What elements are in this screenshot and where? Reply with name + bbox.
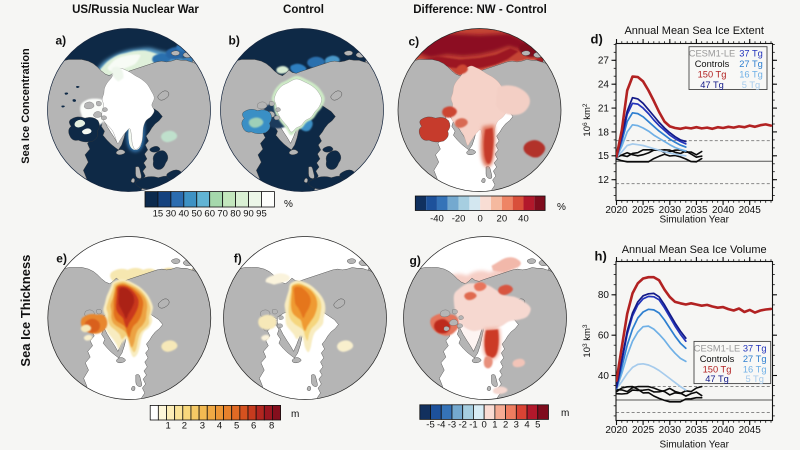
svg-text:47 Tg: 47 Tg <box>700 80 724 90</box>
svg-text:90: 90 <box>243 209 254 220</box>
svg-text:Annual Mean Sea Ice Volume: Annual Mean Sea Ice Volume <box>622 244 767 256</box>
svg-text:2: 2 <box>503 420 508 431</box>
svg-text:e): e) <box>56 252 67 266</box>
svg-text:37 Tg: 37 Tg <box>743 343 767 353</box>
svg-text:b): b) <box>229 34 240 48</box>
svg-text:2035: 2035 <box>685 205 708 216</box>
svg-text:-5: -5 <box>426 420 434 431</box>
svg-text:5: 5 <box>234 421 239 432</box>
svg-text:15: 15 <box>153 209 164 220</box>
svg-text:5: 5 <box>535 420 540 431</box>
svg-text:47 Tg: 47 Tg <box>705 374 729 384</box>
svg-text:40: 40 <box>598 371 610 382</box>
svg-text:Sea Ice Thickness: Sea Ice Thickness <box>18 255 33 367</box>
svg-text:2030: 2030 <box>659 205 682 216</box>
svg-text:40: 40 <box>179 209 190 220</box>
svg-text:3: 3 <box>200 421 205 432</box>
svg-text:4: 4 <box>217 421 222 432</box>
svg-text:CESM1-LE: CESM1-LE <box>694 343 741 353</box>
svg-text:60: 60 <box>204 209 215 220</box>
svg-text:16 Tg: 16 Tg <box>739 70 763 80</box>
svg-text:2045: 2045 <box>739 425 762 436</box>
svg-text:2020: 2020 <box>605 425 628 436</box>
svg-text:2040: 2040 <box>712 205 735 216</box>
svg-text:c): c) <box>409 35 420 49</box>
svg-text:-1: -1 <box>469 420 477 431</box>
svg-text:-2: -2 <box>458 420 466 431</box>
svg-text:0: 0 <box>482 420 487 431</box>
svg-text:2020: 2020 <box>605 205 628 216</box>
svg-text:12: 12 <box>598 175 610 186</box>
svg-text:37 Tg: 37 Tg <box>739 49 763 59</box>
svg-text:50: 50 <box>191 209 202 220</box>
svg-text:0: 0 <box>478 214 483 225</box>
svg-text:m: m <box>561 408 569 419</box>
svg-text:1: 1 <box>165 421 170 432</box>
svg-text:6: 6 <box>251 421 256 432</box>
svg-text:18: 18 <box>598 127 610 138</box>
svg-text:3: 3 <box>514 420 519 431</box>
svg-text:Difference: NW - Control: Difference: NW - Control <box>413 4 547 16</box>
svg-text:1: 1 <box>492 420 497 431</box>
svg-text:h): h) <box>595 249 607 264</box>
svg-text:16 Tg: 16 Tg <box>743 364 767 374</box>
svg-text:80: 80 <box>598 290 610 301</box>
svg-text:Controls: Controls <box>695 59 730 69</box>
svg-text:-40: -40 <box>430 214 444 225</box>
svg-text:15: 15 <box>598 151 610 162</box>
svg-text:a): a) <box>56 34 67 48</box>
svg-text:2025: 2025 <box>632 205 655 216</box>
svg-text:%: % <box>284 199 293 210</box>
svg-text:8: 8 <box>269 421 274 432</box>
svg-text:2030: 2030 <box>659 425 682 436</box>
svg-text:2025: 2025 <box>632 425 655 436</box>
svg-text:103 km3: 103 km3 <box>582 324 593 358</box>
svg-text:Control: Control <box>283 4 324 16</box>
svg-text:60: 60 <box>598 331 610 342</box>
svg-text:150 Tg: 150 Tg <box>703 364 732 374</box>
svg-text:40: 40 <box>518 214 529 225</box>
svg-text:20: 20 <box>497 214 508 225</box>
svg-text:g): g) <box>410 254 421 268</box>
svg-text:5 Tg: 5 Tg <box>745 374 763 384</box>
svg-text:Controls: Controls <box>700 354 735 364</box>
svg-text:-4: -4 <box>437 420 445 431</box>
svg-text:Sea Ice Concentration: Sea Ice Concentration <box>20 48 32 164</box>
svg-text:150 Tg: 150 Tg <box>698 70 727 80</box>
svg-text:-3: -3 <box>448 420 456 431</box>
svg-text:Simulation Year: Simulation Year <box>659 215 729 226</box>
svg-text:m: m <box>291 409 299 420</box>
svg-text:70: 70 <box>217 209 228 220</box>
svg-text:21: 21 <box>598 104 610 115</box>
svg-text:24: 24 <box>598 80 610 91</box>
svg-text:2035: 2035 <box>685 425 708 436</box>
svg-text:106 km2: 106 km2 <box>582 103 593 137</box>
svg-text:CESM1-LE: CESM1-LE <box>689 49 736 59</box>
svg-text:2: 2 <box>182 421 187 432</box>
svg-text:5 Tg: 5 Tg <box>742 80 760 90</box>
svg-text:Simulation Year: Simulation Year <box>659 440 729 450</box>
svg-text:4: 4 <box>524 420 529 431</box>
svg-text:%: % <box>557 202 566 213</box>
svg-text:f): f) <box>234 252 242 266</box>
svg-text:d): d) <box>591 32 603 47</box>
svg-text:80: 80 <box>230 209 241 220</box>
svg-text:US/Russia Nuclear War: US/Russia Nuclear War <box>72 4 199 16</box>
svg-text:30: 30 <box>166 209 177 220</box>
svg-text:2045: 2045 <box>739 205 762 216</box>
svg-text:27 Tg: 27 Tg <box>743 354 767 364</box>
svg-text:95: 95 <box>256 209 267 220</box>
svg-text:27 Tg: 27 Tg <box>739 59 763 69</box>
svg-text:Annual Mean Sea Ice Extent: Annual Mean Sea Ice Extent <box>624 25 763 37</box>
svg-text:2040: 2040 <box>712 425 735 436</box>
svg-text:-20: -20 <box>452 214 466 225</box>
svg-text:27: 27 <box>598 56 610 67</box>
